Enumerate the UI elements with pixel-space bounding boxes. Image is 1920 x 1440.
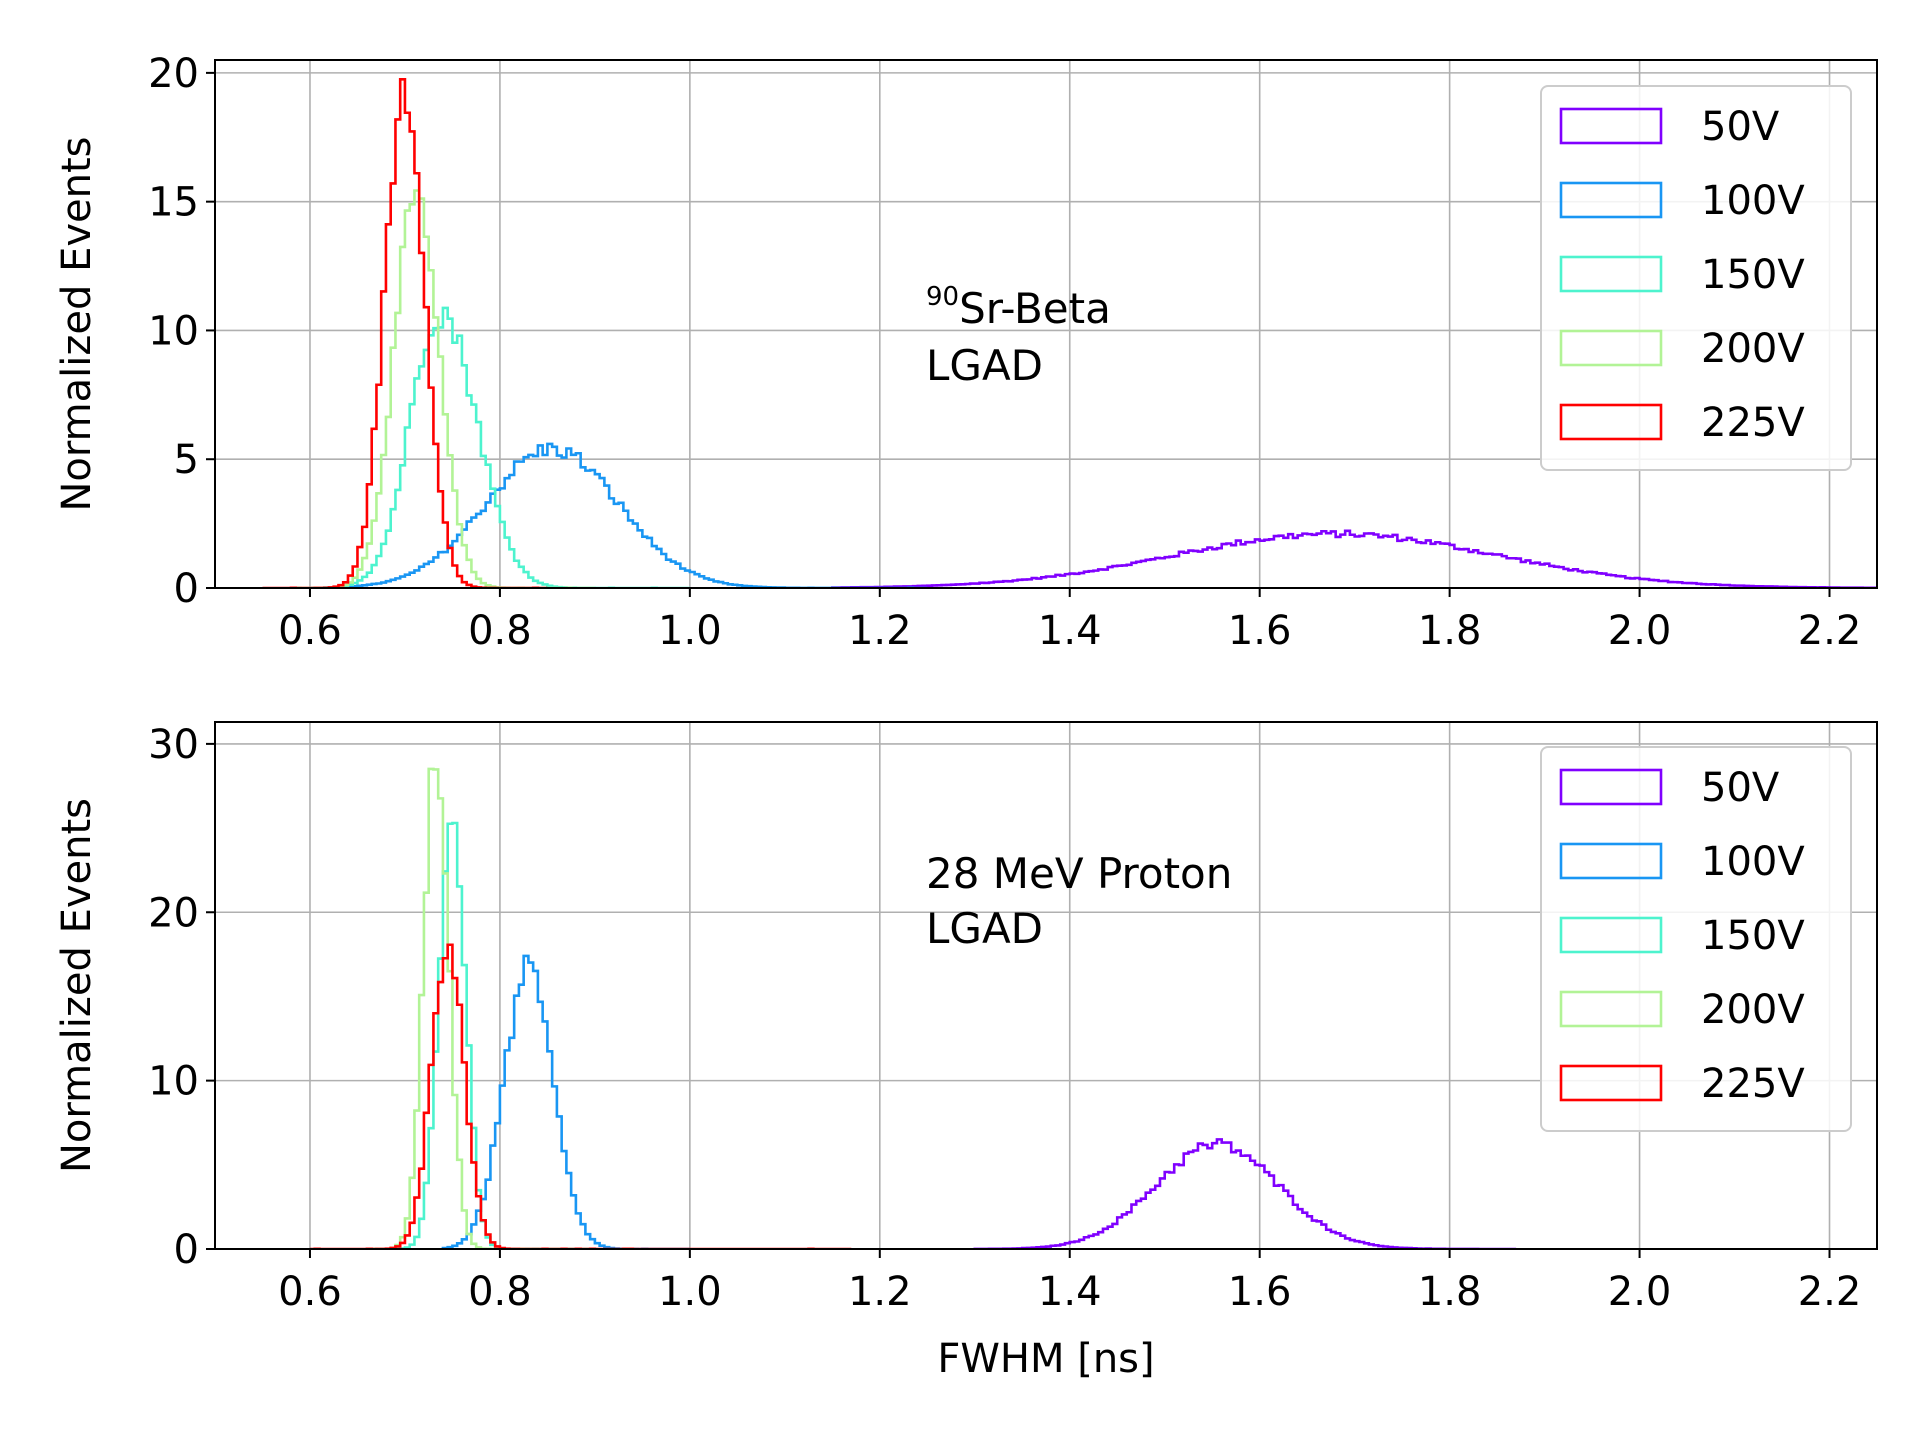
- series-200V-histogram: [290, 189, 595, 588]
- y-tick-label: 5: [174, 437, 199, 483]
- legend-swatch-100V: [1559, 181, 1663, 219]
- legend-swatch-50V: [1559, 107, 1663, 145]
- panel-1: 0.6 0.8 1.0 1.2 1.4 1.6 1.8 2.0 2.2 0 5 10 15 20 Norma…: [54, 51, 1878, 654]
- legend-label-100V: 100V: [1701, 178, 1805, 224]
- panel-2: 0.6 0.8 1.0 1.2 1.4 1.6 1.8 2.0 2.2 0 10 20 30 Normal…: [54, 721, 1878, 1382]
- axes-frame: [214, 721, 1878, 1250]
- x-tick-label: 2.0: [1608, 1269, 1672, 1315]
- y-tick-label: 20: [148, 51, 199, 97]
- y-axis-label: Normalized Events: [54, 137, 100, 512]
- legend-label-200V: 200V: [1701, 326, 1805, 372]
- x-tick-label: 2.2: [1798, 608, 1862, 654]
- annotation-superscript: 90: [926, 282, 959, 312]
- series-50V-histogram: [973, 1138, 1517, 1249]
- legend-swatch-225V: [1559, 403, 1663, 441]
- legend-label-50V: 50V: [1701, 104, 1780, 150]
- x-tick-label: 0.8: [468, 608, 532, 654]
- series-225V-histogram: [309, 943, 852, 1249]
- annotation-line-2: LGAD: [926, 904, 1043, 953]
- x-tick-label: 1.6: [1228, 608, 1292, 654]
- legend-label-225V: 225V: [1701, 400, 1805, 446]
- legend-swatch-225V: [1559, 1064, 1663, 1102]
- y-axis-label: Normalized Events: [54, 798, 100, 1173]
- y-tick-label: 30: [148, 722, 199, 768]
- x-tick-label: 0.8: [468, 1269, 532, 1315]
- x-tick-label: 1.2: [848, 608, 912, 654]
- y-tick-label: 10: [148, 1059, 199, 1105]
- legend-swatch-50V: [1559, 768, 1663, 806]
- x-tick-label: 1.8: [1418, 1269, 1482, 1315]
- legend-label-225V: 225V: [1701, 1061, 1805, 1107]
- legend-label-200V: 200V: [1701, 987, 1805, 1033]
- x-tick-label: 2.0: [1608, 608, 1672, 654]
- legend-label-100V: 100V: [1701, 839, 1805, 885]
- series-100V-histogram: [327, 442, 928, 588]
- series-200V-histogram: [366, 767, 595, 1249]
- legend-label-150V: 150V: [1701, 252, 1805, 298]
- series-50V-histogram: [831, 529, 1877, 588]
- x-tick-label: 2.2: [1798, 1269, 1862, 1315]
- annotation-line-1: 28 MeV Proton: [926, 849, 1232, 898]
- legend-swatch-150V: [1559, 255, 1663, 293]
- series-150V-histogram: [385, 821, 595, 1249]
- legend-swatch-200V: [1559, 990, 1663, 1028]
- legend-label-50V: 50V: [1701, 765, 1780, 811]
- x-tick-label: 0.6: [278, 608, 342, 654]
- axes-frame: [214, 59, 1878, 589]
- y-tick-label: 0: [174, 566, 199, 612]
- legend-swatch-200V: [1559, 329, 1663, 367]
- legend-swatch-150V: [1559, 916, 1663, 954]
- x-tick-label: 1.4: [1038, 608, 1102, 654]
- y-tick-label: 10: [148, 308, 199, 354]
- x-tick-label: 1.4: [1038, 1269, 1102, 1315]
- x-axis-label: FWHM [ns]: [937, 1336, 1154, 1382]
- legend: 50V 100V 150V 200V 225V: [1540, 85, 1852, 471]
- legend-label-150V: 150V: [1701, 913, 1805, 959]
- x-tick-label: 1.8: [1418, 608, 1482, 654]
- y-tick-label: 0: [174, 1227, 199, 1273]
- legend: 50V 100V 150V 200V 225V: [1540, 746, 1852, 1132]
- annotation-line-1: 90Sr-Beta: [926, 282, 1111, 333]
- y-tick-label: 20: [148, 890, 199, 936]
- x-tick-label: 1.0: [658, 1269, 722, 1315]
- annotation-text: Sr-Beta: [959, 284, 1111, 333]
- x-tick-label: 1.2: [848, 1269, 912, 1315]
- x-tick-label: 1.6: [1228, 1269, 1292, 1315]
- x-tick-label: 0.6: [278, 1269, 342, 1315]
- legend-swatch-100V: [1559, 842, 1663, 880]
- x-tick-label: 1.0: [658, 608, 722, 654]
- annotation-line-2: LGAD: [926, 341, 1043, 390]
- annotation-text: 28 MeV Proton: [926, 849, 1232, 898]
- y-tick-label: 15: [148, 180, 199, 226]
- plot-area: [309, 767, 1517, 1249]
- series-225V-histogram: [262, 77, 548, 588]
